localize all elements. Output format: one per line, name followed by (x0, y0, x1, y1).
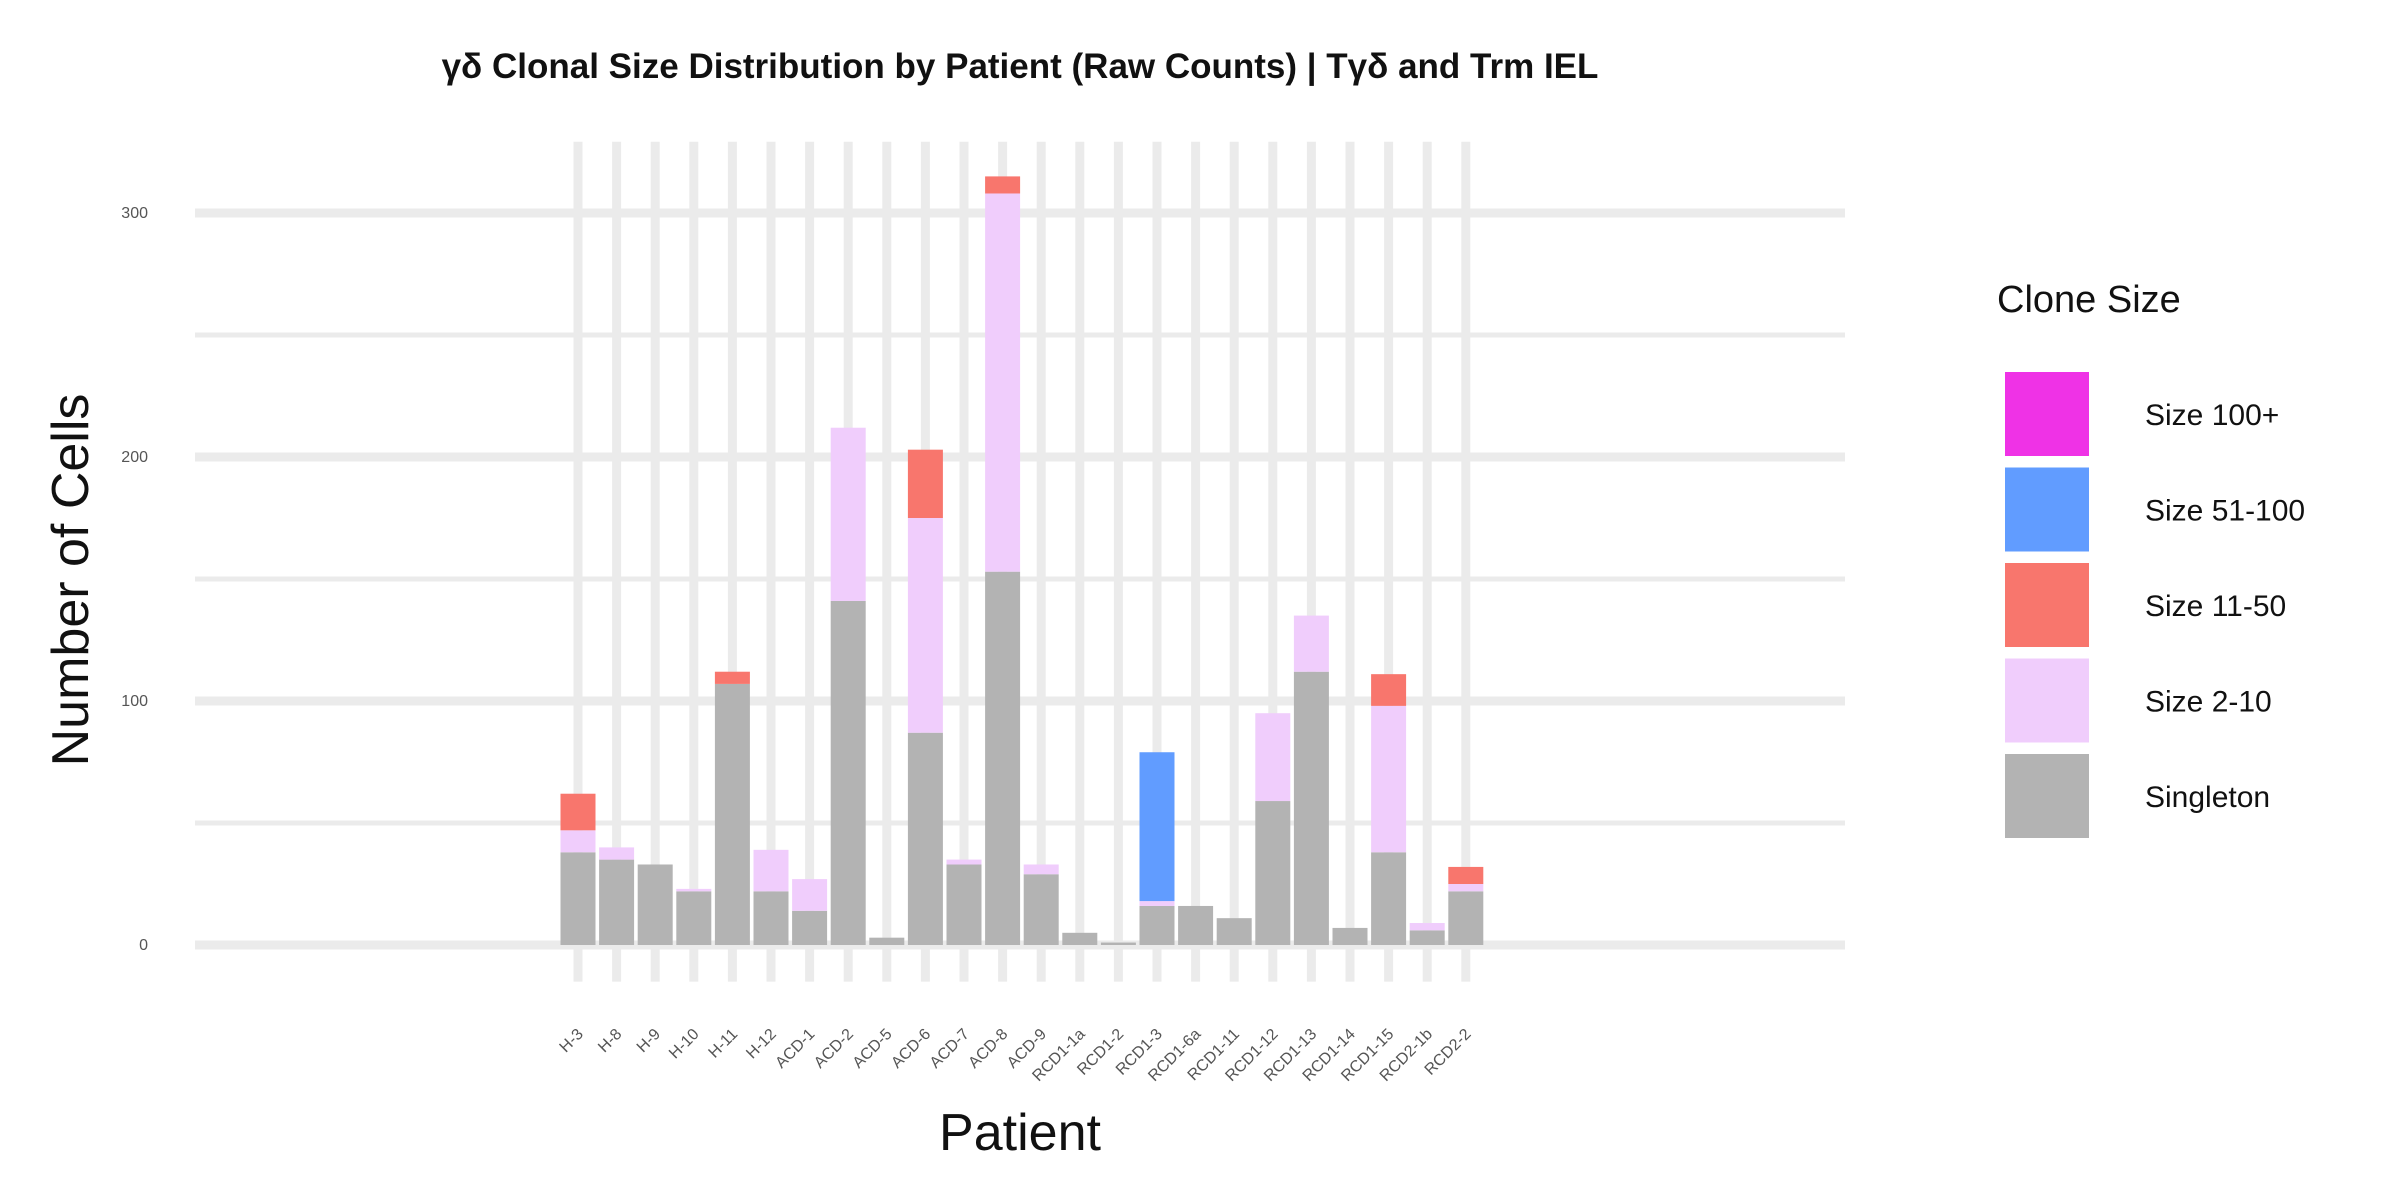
x-tick-label: ACD-2 (811, 1026, 857, 1072)
bar-segment-singleton (714, 683, 750, 945)
x-tick-label: H-8 (595, 1026, 625, 1056)
bar-segment-size-2-10 (907, 518, 943, 733)
bar-segment-size-2-10 (985, 193, 1021, 572)
bar-segment-singleton (676, 891, 712, 945)
bar-segment-size-51-100 (1139, 752, 1175, 902)
bar-segment-size-11-50 (907, 449, 943, 518)
legend-swatch (2005, 467, 2089, 552)
legend: Clone Size Size 100+ Size 51-100 Size 11-5… (1997, 279, 2305, 838)
legend-swatch (2005, 754, 2089, 838)
bar-segment-size-2-10 (1409, 923, 1445, 931)
bar-segment-singleton (560, 852, 596, 945)
legend-label: Size 51-100 (2145, 495, 2305, 528)
y-tick-label: 100 (121, 693, 148, 710)
x-tick-label: H-11 (706, 1026, 742, 1062)
bar-segment-size-2-10 (792, 879, 828, 911)
x-tick-label: ACD-7 (927, 1026, 973, 1072)
bar-segment-size-2-10 (1293, 615, 1329, 672)
x-tick-label: ACD-1 (772, 1026, 818, 1072)
y-axis-title: Number of Cells (42, 394, 100, 767)
bar-segment-singleton (1216, 918, 1252, 945)
x-tick-label: ACD-8 (965, 1026, 1011, 1072)
bar-segment-size-2-10 (1023, 864, 1059, 875)
y-tick-label: 200 (121, 449, 148, 466)
bar-segment-size-11-50 (985, 176, 1021, 194)
legend-label: Size 2-10 (2145, 686, 2272, 719)
bar-segment-size-2-10 (830, 427, 866, 601)
legend-title: Clone Size (1997, 279, 2181, 321)
bar-segment-singleton (599, 859, 635, 945)
bar-segment-size-2-10 (946, 859, 982, 865)
bar-segment-size-2-10 (753, 849, 789, 892)
x-tick-label: H-10 (666, 1026, 703, 1063)
chart-title: γδ Clonal Size Distribution by Patient (… (442, 47, 1599, 86)
legend-swatch (2005, 372, 2089, 456)
legend-swatch (2005, 563, 2089, 647)
bar-segment-size-11-50 (1371, 674, 1407, 706)
legend-label: Size 100+ (2145, 399, 2279, 432)
legend-label: Singleton (2145, 781, 2270, 814)
x-tick-label: H-3 (557, 1026, 587, 1056)
bar-segment-singleton (1100, 942, 1136, 945)
x-axis-ticks: H-3 H-8 H-9 H-10 H-11 H-12ACD-1ACD-2ACD-5ACD-… (557, 1026, 1475, 1085)
bar-segment-singleton (869, 937, 905, 945)
bar-segment-size-11-50 (714, 671, 750, 684)
bar-segment-singleton (946, 864, 982, 945)
bar-segment-singleton (1448, 891, 1484, 945)
bar-segment-singleton (907, 732, 943, 945)
legend-swatch (2005, 658, 2089, 743)
x-axis-title: Patient (939, 1104, 1101, 1162)
bar-segment-singleton (1293, 671, 1329, 945)
bar-segment-singleton (1332, 927, 1368, 945)
bar-segment-size-2-10 (676, 888, 712, 892)
y-tick-label: 0 (139, 937, 148, 954)
bar-segment-size-2-10 (599, 847, 635, 860)
bar-segment-singleton (1139, 905, 1175, 945)
bars (560, 176, 1484, 945)
bar-segment-singleton (637, 864, 673, 945)
bar-segment-singleton (1023, 874, 1059, 945)
x-tick-label: H-9 (634, 1026, 664, 1056)
legend-label: Size 11-50 (2145, 590, 2286, 623)
bar-segment-singleton (1371, 852, 1407, 945)
y-axis-ticks: 0 100 200 300 (121, 205, 148, 954)
bar-segment-singleton (1255, 801, 1291, 945)
y-tick-label: 300 (121, 205, 148, 222)
bar-segment-singleton (1062, 932, 1098, 945)
bar-segment-size-11-50 (1448, 866, 1484, 884)
bar-segment-size-2-10 (1448, 884, 1484, 892)
x-tick-label: ACD-5 (850, 1026, 896, 1072)
bar-segment-size-11-50 (560, 793, 596, 831)
bar-segment-size-2-10 (1255, 713, 1291, 802)
bar-segment-size-2-10 (1139, 901, 1175, 906)
bar-segment-size-2-10 (560, 830, 596, 853)
x-tick-label: ACD-6 (888, 1026, 934, 1072)
bar-segment-singleton (985, 571, 1021, 945)
bar-segment-singleton (830, 600, 866, 945)
bar-segment-singleton (792, 910, 828, 945)
bar-segment-singleton (1409, 930, 1445, 945)
bar-segment-singleton (753, 891, 789, 945)
bar-segment-size-2-10 (1371, 705, 1407, 853)
bar-segment-singleton (1178, 905, 1214, 945)
